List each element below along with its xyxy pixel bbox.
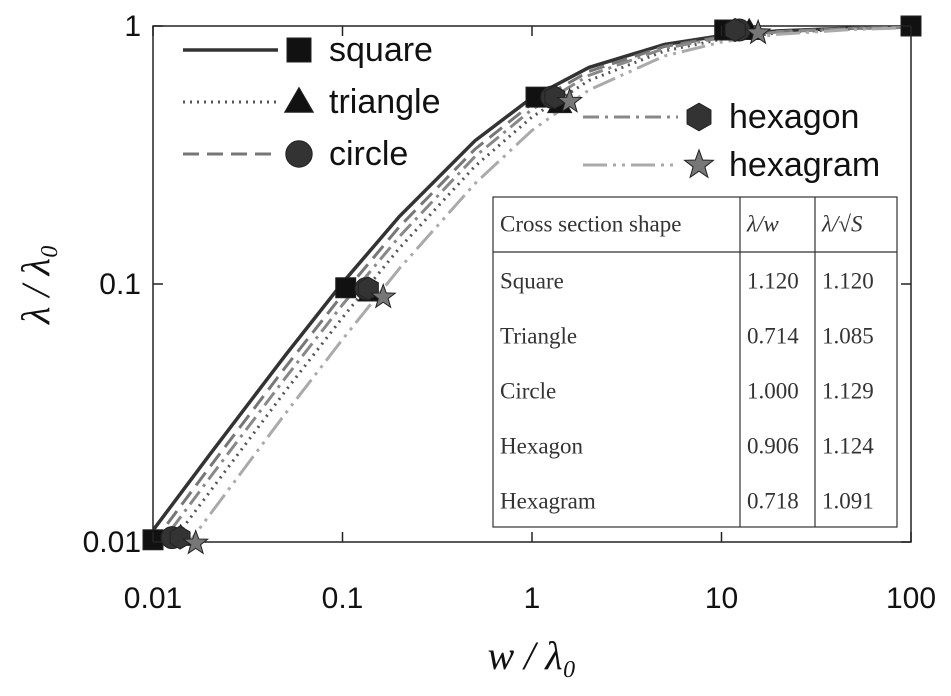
y-tick-label: 1 [124, 10, 141, 43]
table-frame [492, 196, 898, 528]
x-tick-label: 100 [886, 582, 936, 615]
table-header: λ/√S [821, 211, 863, 236]
inset-table [492, 196, 898, 528]
legend-marker [686, 102, 712, 132]
table-cell: Hexagram [500, 488, 596, 513]
marker [556, 87, 584, 113]
table-header: Cross section shape [500, 211, 681, 236]
marker [182, 528, 210, 555]
marker [744, 18, 772, 45]
marker [369, 282, 397, 309]
x-tick-label: 0.01 [124, 582, 182, 615]
marker [724, 17, 746, 43]
y-tick-label: 0.1 [99, 268, 141, 301]
table-cell: Circle [500, 378, 556, 403]
table-cell: 0.906 [747, 433, 799, 458]
x-tick-label: 10 [705, 582, 738, 615]
legend-marker [283, 86, 315, 113]
table-cell: Hexagon [500, 433, 584, 458]
legend-label: circle [329, 135, 408, 173]
legend-marker [286, 37, 312, 63]
series-line [187, 26, 911, 542]
table-cell: 1.085 [822, 323, 874, 348]
legend-marker [683, 148, 715, 179]
table-cell: 1.120 [822, 268, 874, 293]
table-cell: 1.091 [822, 488, 874, 513]
series-line [160, 26, 911, 542]
legend-marker [285, 140, 313, 168]
marker [335, 277, 357, 299]
table-cell: 0.718 [747, 488, 799, 513]
legend-label: square [329, 31, 433, 69]
x-tick-label: 0.1 [322, 582, 364, 615]
table-cell: 0.714 [747, 323, 799, 348]
x-tick-label: 1 [524, 582, 541, 615]
legend-label: hexagram [729, 146, 880, 184]
table-cell: 1.120 [747, 268, 799, 293]
marker [169, 525, 191, 550]
y-axis-label: λ / λ₀ [13, 244, 58, 325]
table-header: λ/w [746, 211, 779, 236]
legend-label: triangle [329, 83, 441, 121]
table-cell: 1.124 [822, 433, 874, 458]
marker [544, 85, 566, 110]
legend-label: hexagon [729, 98, 859, 136]
table-cell: 1.000 [747, 378, 799, 403]
x-axis-label: w / λ₀ [487, 633, 576, 678]
table-cell: Square [500, 268, 564, 293]
y-tick-label: 0.01 [83, 526, 141, 559]
table-cell: Triangle [500, 323, 577, 348]
table-cell: 1.129 [822, 378, 874, 403]
